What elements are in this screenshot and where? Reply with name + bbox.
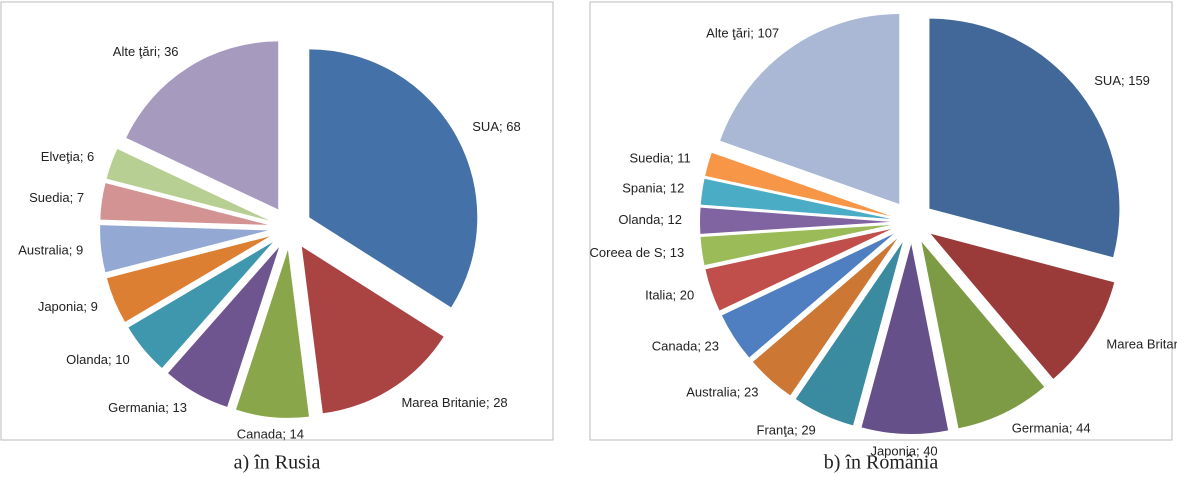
pie-slice (921, 241, 1045, 429)
data-label: Coreea de S; 13 (590, 245, 685, 260)
data-label: Japonia; 40 (870, 443, 937, 458)
pie-slice (106, 149, 270, 221)
pie-slice (721, 233, 894, 358)
pie-slice (720, 14, 900, 205)
caption: a) în Rusia (234, 452, 321, 474)
data-label: SUA; 159 (1094, 73, 1150, 88)
pie-slice (752, 238, 898, 396)
data-label: Franţa; 29 (757, 422, 816, 437)
pie-slice (100, 183, 269, 225)
pie-slice (930, 233, 1115, 379)
data-label: SUA; 68 (472, 119, 520, 134)
pie-slice (700, 207, 891, 234)
data-label: Elveţia; 6 (41, 149, 94, 164)
data-label: Olanda; 12 (618, 212, 682, 227)
pie-slice (126, 41, 279, 210)
data-label: Marea Britanie; 28 (401, 395, 507, 410)
pie-slice (167, 247, 280, 407)
data-label: Australia; 23 (686, 385, 758, 400)
pie-slice (700, 225, 891, 266)
pie-slice (700, 178, 891, 219)
data-label: Canada; 23 (652, 339, 719, 354)
data-label: Marea Britanie; 53 (1106, 336, 1177, 351)
data-label: Suedia; 11 (630, 151, 691, 166)
data-label: Suedia; 7 (29, 190, 84, 205)
data-label: Germania; 13 (108, 400, 187, 415)
data-label: Spania; 12 (622, 180, 684, 195)
data-label: Canada; 14 (237, 427, 304, 442)
pie-slice (705, 152, 891, 217)
pie-slice (705, 229, 892, 311)
data-label: Alte ţări; 36 (113, 44, 179, 59)
pie-slice (795, 241, 903, 426)
data-label: Japonia; 9 (38, 299, 98, 314)
pie-slice (861, 243, 949, 434)
data-label: Germania; 44 (1012, 421, 1091, 436)
data-label: Olanda; 10 (66, 352, 130, 367)
pie-slice (128, 242, 274, 369)
data-label: Italia; 20 (645, 288, 694, 303)
data-label: Australia; 9 (18, 242, 83, 257)
pie-slice (106, 236, 270, 322)
data-label: Alte ţări; 107 (706, 26, 779, 41)
caption: b) în România (824, 452, 939, 474)
pie-slice (100, 225, 269, 273)
pie-slice (309, 49, 478, 308)
pie-slice (929, 18, 1120, 258)
pie-slice (301, 246, 444, 414)
pie-slice (236, 249, 309, 418)
